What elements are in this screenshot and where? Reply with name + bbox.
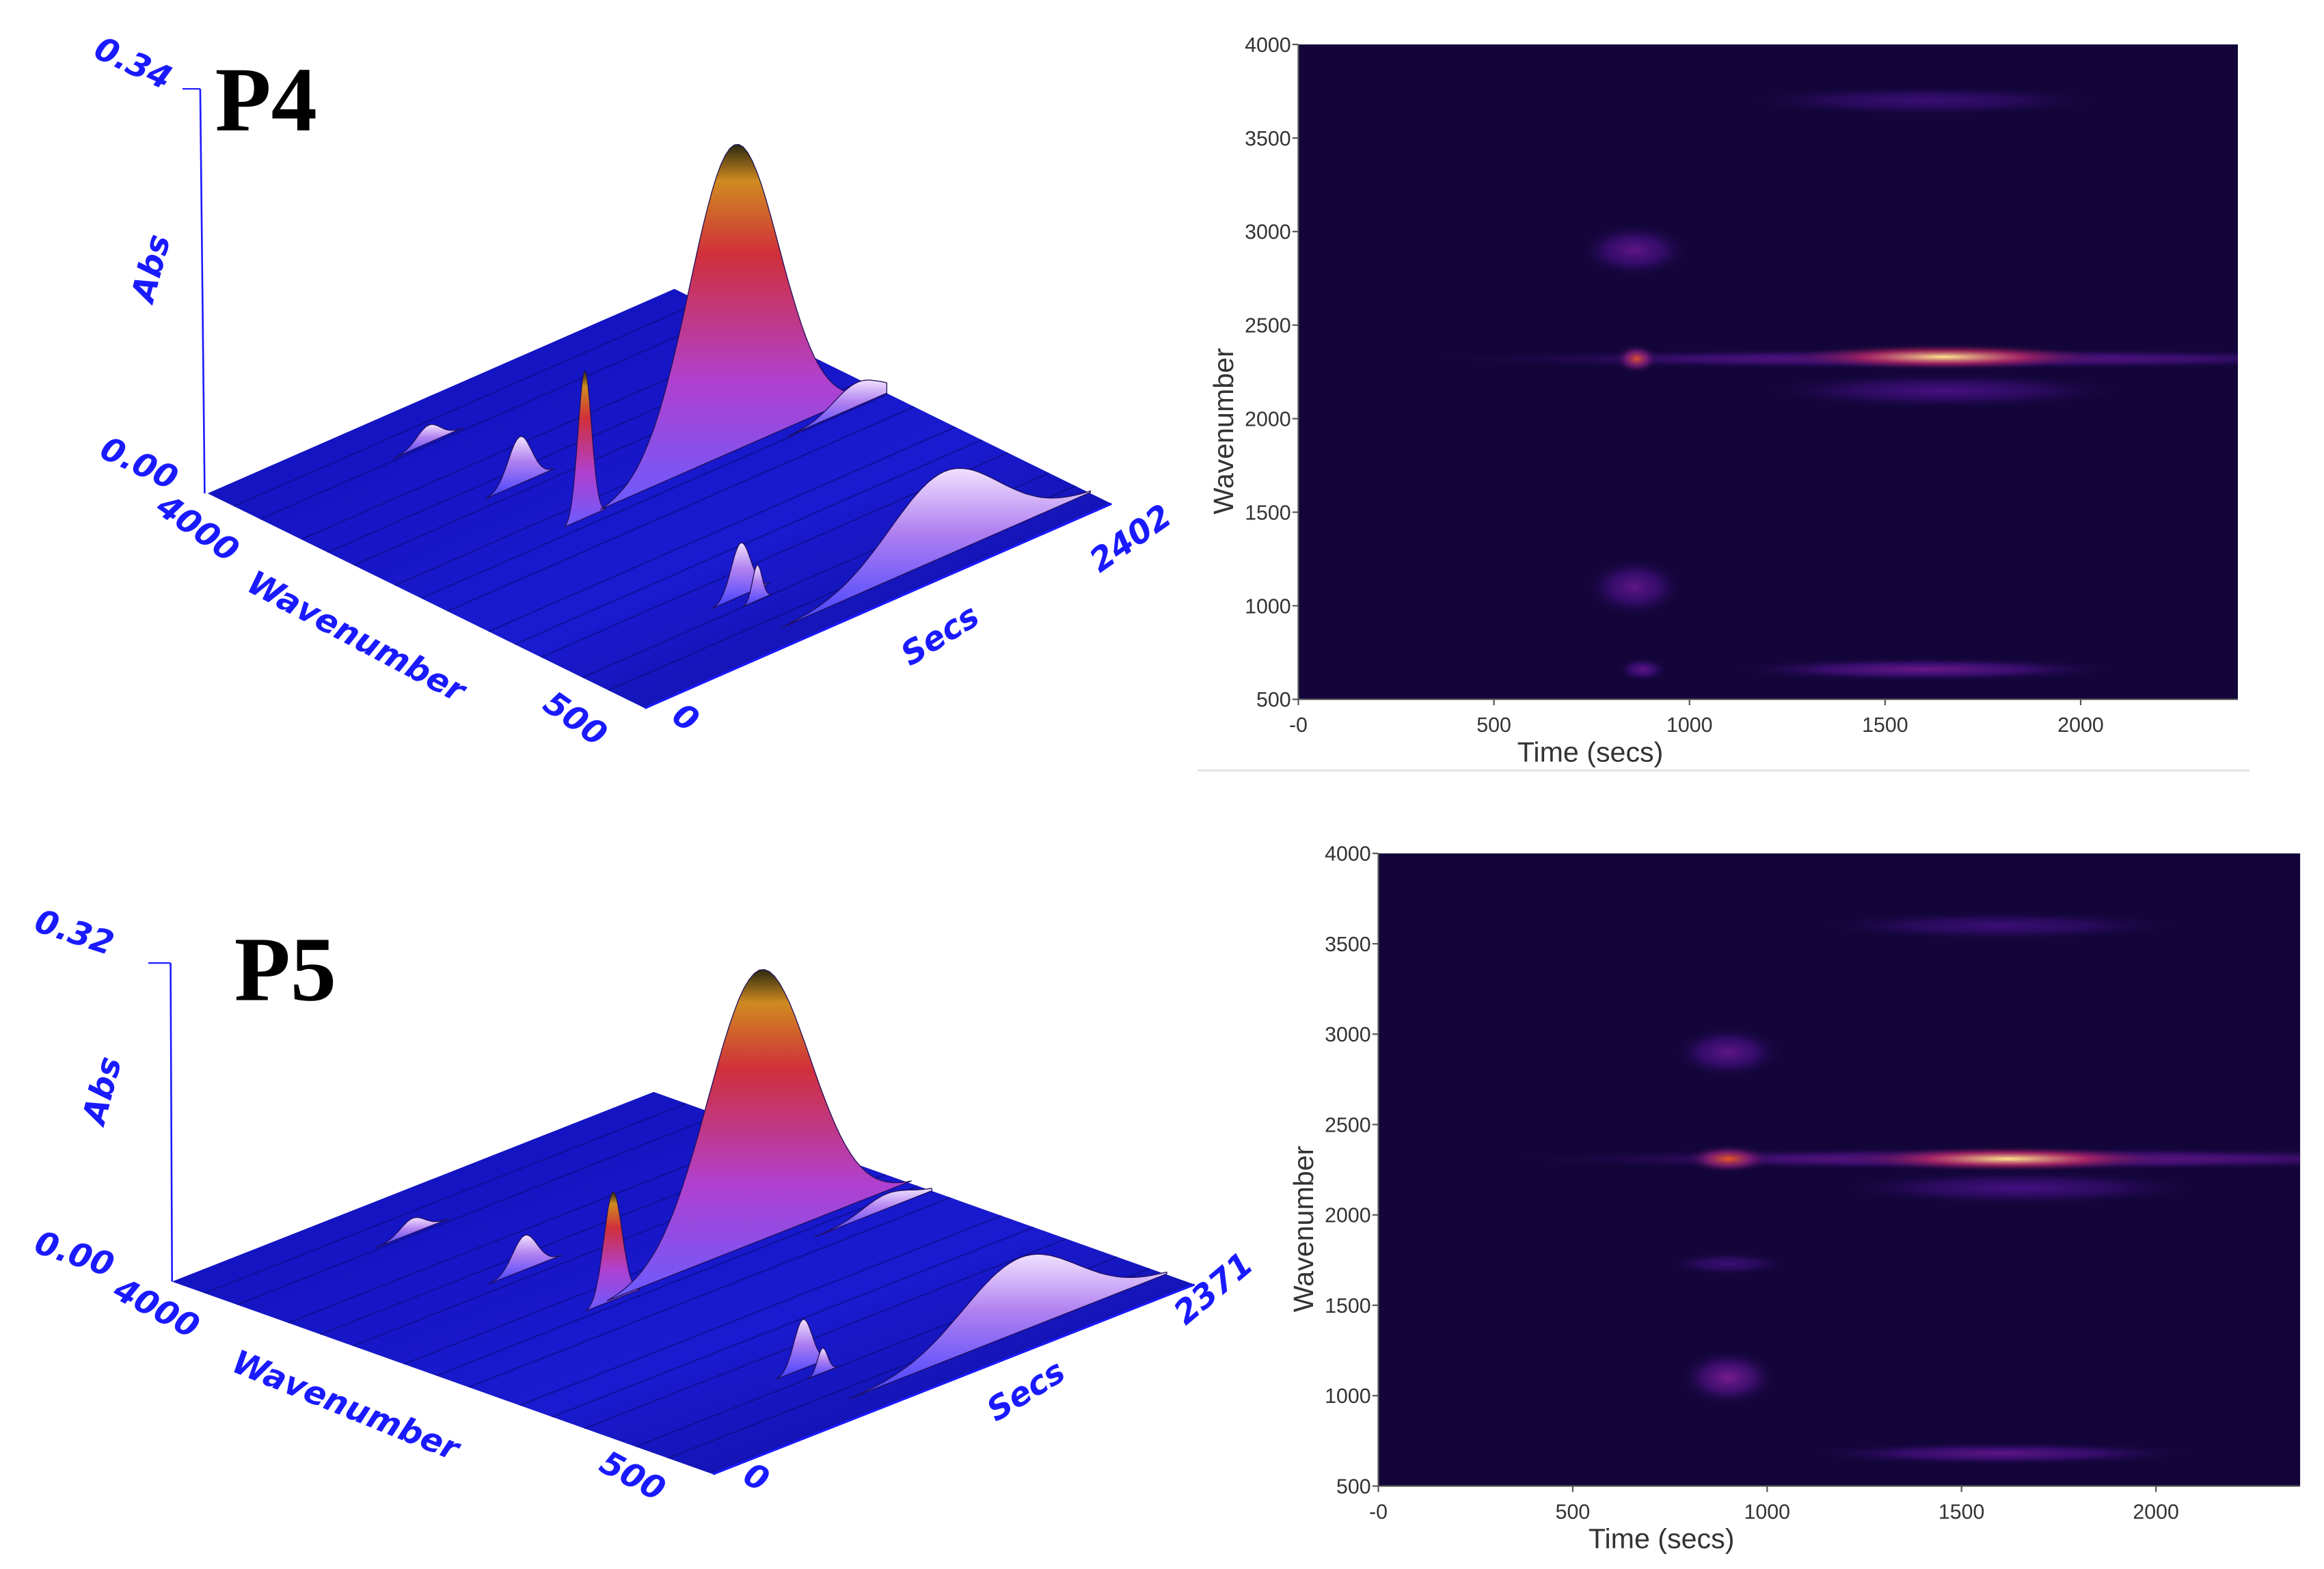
heatmap-feature <box>1846 1145 2170 1172</box>
surface-floor <box>172 1091 1195 1475</box>
z-min-label: 0.00 <box>30 1224 118 1285</box>
surface-peak <box>781 467 1091 629</box>
surface-ridge-line <box>514 439 982 645</box>
time-axis <box>712 1283 1195 1475</box>
heatmap-feature <box>1756 372 2132 409</box>
y-tick-label: 2000 <box>1245 408 1291 431</box>
x-tick-label: 1000 <box>1666 714 1713 737</box>
heatmap-feature <box>1684 1144 1772 1173</box>
surface-ridge-line <box>237 1114 719 1306</box>
surface-plot <box>172 969 1195 1475</box>
p4-surface-chart: P4 0.34 Abs 0.00 4000 Wavenumber 500 0 S… <box>89 29 1179 754</box>
y-axis-title: Wavenumber <box>1288 1145 1319 1312</box>
z-axis-title: Abs <box>124 230 178 308</box>
surface-ridge-line <box>420 393 889 599</box>
surface-peak <box>849 1253 1167 1400</box>
x-tick-label: 1500 <box>1862 714 1908 737</box>
surface-ridge-line <box>436 1185 919 1376</box>
surface-ridge-line <box>519 1215 1002 1406</box>
z-max-label: 0.32 <box>30 903 118 964</box>
heatmap-feature <box>1666 1252 1791 1276</box>
y-tick-label: 1500 <box>1325 1295 1371 1318</box>
surface-ridge-line <box>233 301 701 507</box>
surface-peak <box>807 1348 838 1380</box>
surface-peak <box>485 436 555 500</box>
y-tick-label: 1000 <box>1245 595 1291 618</box>
y-start-label: 0 <box>665 696 705 739</box>
surface-ridge-line <box>488 426 956 632</box>
heatmap-feature <box>1672 1026 1785 1078</box>
heatmap-feature <box>1578 223 1692 277</box>
y-tick-label: 1500 <box>1245 502 1291 524</box>
surface-ridge-line <box>260 314 727 520</box>
surface-ridge-line <box>552 1227 1034 1418</box>
surface-plot <box>207 144 1112 709</box>
x-axis-title: Time (secs) <box>1517 736 1664 767</box>
heatmap-feature <box>1736 85 2112 116</box>
x-tick-label: 1500 <box>1938 1501 1985 1523</box>
z-axis <box>170 963 174 1282</box>
x-tick-label: -0 <box>1369 1501 1388 1523</box>
y-tick-label: 3500 <box>1245 128 1291 150</box>
x-tick-label: 500 <box>1476 714 1511 737</box>
heatmap-feature <box>1801 1442 2200 1465</box>
heatmap-feature <box>1833 1170 2207 1205</box>
surface-ridge-line <box>584 1238 1067 1430</box>
p5-surface-chart: P5 0.32 Abs 0.00 4000 Wavenumber 500 0 S… <box>30 903 1260 1509</box>
x-axis-title: Time (secs) <box>1589 1523 1735 1555</box>
surface-peak <box>742 564 772 608</box>
heatmap-feature <box>1781 343 2107 370</box>
y-tick-label: 2000 <box>1325 1205 1371 1227</box>
heatmap-feature <box>1678 1348 1779 1407</box>
z-axis-title: Abs <box>75 1053 129 1131</box>
y-axis-title: Secs <box>895 597 986 674</box>
surface-ridge-line <box>204 1102 687 1294</box>
y-tick-label: 4000 <box>1325 843 1371 866</box>
x-tick-label: 2000 <box>2133 1501 2179 1523</box>
surface-ridge-line <box>447 406 915 612</box>
time-axis <box>644 502 1112 709</box>
heatmap-background <box>1298 44 2239 700</box>
z-axis <box>199 89 206 493</box>
y-tick-label: 500 <box>1336 1475 1371 1498</box>
x-tick-label: 1000 <box>1744 1501 1791 1523</box>
surface-peak <box>813 1188 932 1238</box>
x-tick-label: 500 <box>1556 1501 1591 1523</box>
y-tick-label: 2500 <box>1325 1114 1371 1136</box>
p5-heatmap: 500 1000 1500 2000 2500 3000 3500 4000 -0 500 1000… <box>1288 843 2301 1555</box>
panel-label-p4: P4 <box>215 49 317 151</box>
surface-peak <box>564 370 606 528</box>
z-max-label: 0.34 <box>89 29 178 98</box>
y-tick-label: 3500 <box>1325 933 1371 956</box>
x-tick-label: 2000 <box>2057 714 2104 737</box>
panel-label-p5: P5 <box>234 918 336 1020</box>
y-tick-label: 1000 <box>1325 1385 1371 1408</box>
surface-peak <box>599 144 869 510</box>
surface-peak <box>393 424 464 459</box>
y-tick-label: 3000 <box>1245 221 1291 244</box>
heatmap-feature <box>1813 911 2187 940</box>
heatmap-feature <box>1584 557 1685 617</box>
surface-ridge-line <box>468 1197 951 1388</box>
heatmap-feature <box>1724 657 2125 682</box>
y-tick-label: 2500 <box>1245 315 1291 338</box>
surface-peak <box>375 1216 450 1249</box>
heatmap-feature <box>1614 344 1659 374</box>
y-tick-label: 500 <box>1256 689 1291 711</box>
surface-peak <box>488 1234 562 1285</box>
y-axis-title: Wavenumber <box>1208 348 1239 515</box>
p4-heatmap: 500 1000 1500 2000 2500 3000 3500 4000 -0 500 1000… <box>1208 34 2239 767</box>
surface-peak <box>787 379 888 437</box>
x-tick-label: -0 <box>1289 714 1308 737</box>
y-tick-label: 4000 <box>1245 34 1291 57</box>
y-tick-label: 3000 <box>1325 1024 1371 1046</box>
heatmap-feature <box>1617 657 1668 682</box>
surface-peak <box>606 969 912 1302</box>
x-end-label: 500 <box>537 684 614 754</box>
